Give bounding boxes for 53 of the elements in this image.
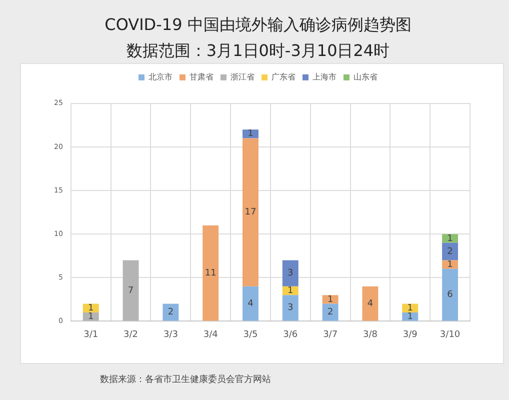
data-label: 1 [88, 303, 94, 314]
data-label: 1 [288, 286, 294, 296]
data-label: 4 [367, 298, 374, 309]
data-label: 17 [244, 208, 256, 218]
bar [442, 260, 458, 269]
data-label: 7 [128, 286, 134, 296]
x-tick-label: 3/5 [243, 330, 258, 340]
bar [242, 286, 258, 321]
chart-subtitle: 数据范围：3月1日0时-3月10日24时 [126, 40, 390, 60]
data-label: 3 [288, 268, 294, 279]
chart-title: COVID-19 中国由境外输入确诊病例趋势图 [104, 14, 412, 34]
bar [362, 286, 378, 321]
data-label: 2 [327, 308, 334, 318]
legend-label: 北京市 [148, 72, 172, 82]
data-label: 2 [447, 246, 453, 257]
legend-label: 山东省 [354, 72, 378, 82]
data-label: 6 [447, 290, 454, 300]
data-label: 4 [248, 298, 254, 309]
legend-label: 甘肃省 [190, 72, 214, 82]
x-tick-label: 3/4 [203, 330, 218, 340]
bar [322, 295, 338, 304]
bar [282, 295, 298, 321]
bar [242, 138, 258, 286]
source-note: 数据来源：各省市卫生健康委员会官方网站 [100, 373, 271, 386]
legend-label: 广东省 [272, 72, 296, 82]
bar [442, 242, 458, 260]
x-tick-label: 3/3 [163, 330, 178, 340]
data-label: 2 [168, 308, 174, 318]
x-tick-label: 3/6 [283, 330, 298, 340]
legend-label: 上海市 [312, 72, 336, 82]
legend-label: 浙江省 [230, 72, 254, 82]
data-label: 11 [204, 268, 216, 278]
x-tick-label: 3/1 [84, 330, 98, 340]
bar [282, 260, 298, 286]
x-tick-label: 3/8 [362, 330, 378, 340]
x-tick-label: 3/2 [124, 330, 138, 340]
bar [162, 304, 179, 321]
x-tick-label: 3/9 [402, 330, 418, 340]
bar [122, 260, 139, 321]
data-label: 1 [407, 312, 414, 322]
bar [442, 268, 458, 321]
bar [202, 225, 219, 321]
data-label: 1 [407, 303, 414, 314]
data-label: 1 [248, 129, 254, 140]
bar [322, 304, 338, 321]
bar [442, 234, 458, 243]
data-label: 3 [288, 303, 294, 314]
data-label: 1 [88, 312, 94, 322]
data-label: 1 [327, 294, 334, 305]
x-tick-label: 3/10 [440, 330, 460, 340]
x-tick-label: 3/7 [323, 330, 338, 340]
data-label: 1 [447, 234, 453, 244]
data-label: 1 [447, 260, 453, 270]
